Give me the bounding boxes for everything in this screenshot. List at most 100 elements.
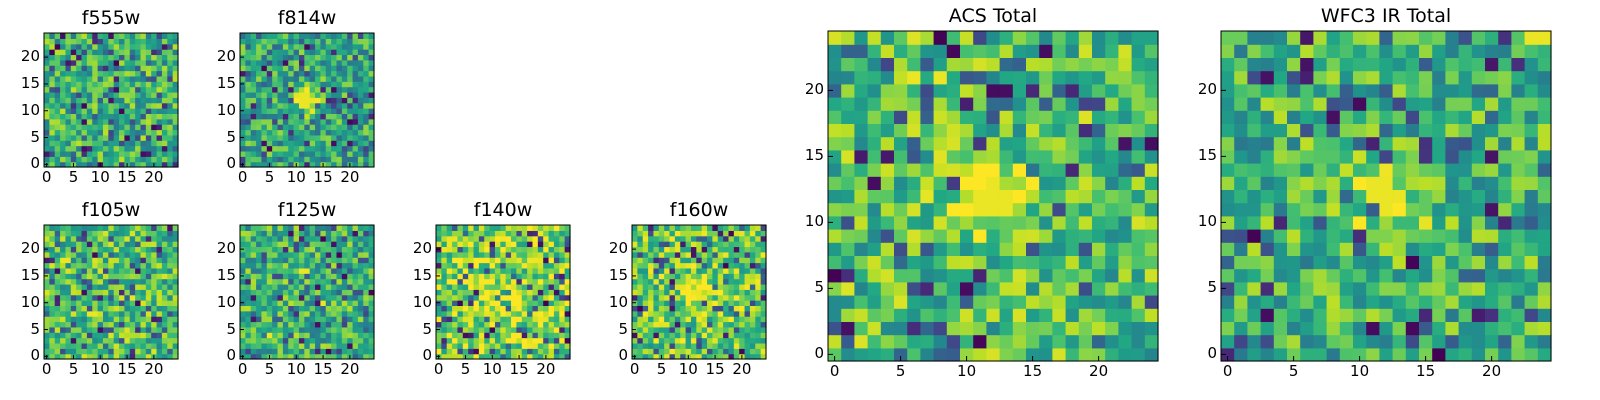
heatmap-cell	[341, 129, 348, 136]
y-tick-label: 15	[20, 265, 40, 284]
heatmap-cell	[119, 150, 125, 157]
heatmap-cell	[145, 75, 152, 82]
heatmap-cell	[145, 353, 152, 360]
heatmap-cell	[261, 49, 268, 56]
heatmap-cell	[76, 310, 83, 317]
heatmap-cell	[1026, 215, 1040, 230]
heatmap-cell	[744, 348, 751, 355]
heatmap-cell	[261, 257, 268, 264]
heatmap-cell	[341, 54, 348, 61]
heatmap-cell	[298, 118, 305, 125]
heatmap-cell	[669, 235, 676, 242]
heatmap-cell	[446, 225, 453, 231]
heatmap-cell	[1144, 189, 1159, 204]
heatmap-cell	[637, 353, 644, 360]
heatmap-cell	[76, 81, 83, 88]
heatmap-cell	[505, 321, 512, 328]
heatmap-cell	[315, 129, 321, 136]
heatmap-cell	[54, 70, 61, 77]
heatmap-cell	[1012, 70, 1027, 85]
heatmap-cell	[97, 156, 104, 163]
heatmap-cell	[1118, 189, 1133, 204]
heatmap-cell	[744, 257, 751, 264]
heatmap-cell	[532, 251, 539, 258]
heatmap-cell	[658, 332, 665, 339]
heatmap-cell	[336, 43, 343, 50]
heatmap-cell	[664, 225, 671, 231]
heatmap-cell	[960, 268, 974, 283]
heatmap-cell	[156, 235, 163, 242]
heatmap-cell	[151, 235, 158, 242]
heatmap-cell	[368, 267, 375, 274]
heatmap-cell	[86, 102, 93, 109]
heatmap-cell	[140, 97, 147, 104]
heatmap-cell	[70, 59, 77, 66]
heatmap-cell	[119, 81, 125, 88]
heatmap-cell	[712, 230, 719, 237]
heatmap-cell	[632, 230, 638, 237]
heatmap-cell	[733, 305, 740, 312]
heatmap-cell	[151, 49, 158, 56]
heatmap-cell	[81, 81, 88, 88]
heatmap-cell	[999, 268, 1014, 283]
heatmap-cell	[680, 273, 687, 280]
heatmap-cell	[336, 59, 343, 66]
heatmap-cell	[1105, 31, 1119, 45]
heatmap-cell	[325, 134, 332, 141]
heatmap-cell	[723, 283, 730, 290]
heatmap-cell	[457, 267, 464, 274]
heatmap-cell	[973, 255, 987, 270]
heatmap-cell	[81, 161, 88, 168]
heatmap-cell	[240, 140, 246, 147]
heatmap-cell	[151, 145, 158, 152]
heatmap-cell	[658, 300, 665, 306]
heatmap-cell	[527, 246, 534, 253]
heatmap-cell	[65, 118, 72, 125]
heatmap-cell	[70, 225, 77, 231]
heatmap-cell	[642, 257, 649, 264]
heatmap-cell	[282, 97, 289, 104]
heatmap-cell	[245, 140, 252, 147]
heatmap-cell	[363, 33, 370, 39]
heatmap-cell	[129, 310, 136, 317]
heatmap-cell	[701, 241, 708, 248]
heatmap-cell	[172, 124, 179, 131]
heatmap-cell	[749, 283, 756, 290]
heatmap-cell	[1260, 149, 1275, 164]
heatmap-cell	[1221, 347, 1235, 362]
heatmap-cell	[723, 278, 730, 285]
heatmap-cell	[240, 145, 246, 152]
heatmap-cell	[1537, 321, 1552, 336]
heatmap-cell	[999, 242, 1014, 256]
heatmap-cell	[76, 230, 83, 237]
heatmap-cell	[172, 235, 179, 242]
heatmap-cell	[1485, 268, 1499, 283]
heatmap-cell	[1118, 202, 1133, 217]
heatmap-cell	[946, 255, 961, 270]
heatmap-cell	[288, 108, 295, 114]
heatmap-cell	[140, 257, 147, 264]
heatmap-cell	[685, 305, 692, 312]
heatmap-cell	[368, 38, 375, 45]
heatmap-cell	[946, 110, 961, 124]
heatmap-cell	[1458, 189, 1473, 204]
heatmap-cell	[156, 294, 163, 301]
heatmap-cell	[1118, 242, 1133, 256]
heatmap-cell	[1366, 255, 1380, 270]
heatmap-cell	[1485, 308, 1499, 322]
heatmap-cell	[129, 75, 136, 82]
heatmap-cell	[113, 267, 120, 274]
heatmap-cell	[739, 235, 746, 242]
heatmap-cell	[658, 278, 665, 285]
heatmap-cell	[1326, 334, 1341, 349]
heatmap-cell	[841, 149, 855, 164]
heatmap-cell	[304, 102, 311, 109]
heatmap-cell	[161, 326, 168, 333]
heatmap-cell	[1405, 308, 1420, 322]
heatmap-cell	[1511, 189, 1526, 204]
heatmap-cell	[854, 281, 869, 296]
heatmap-cell	[828, 83, 842, 98]
heatmap-cell	[167, 241, 174, 248]
heatmap-cell	[352, 43, 359, 50]
heatmap-cell	[744, 235, 751, 242]
